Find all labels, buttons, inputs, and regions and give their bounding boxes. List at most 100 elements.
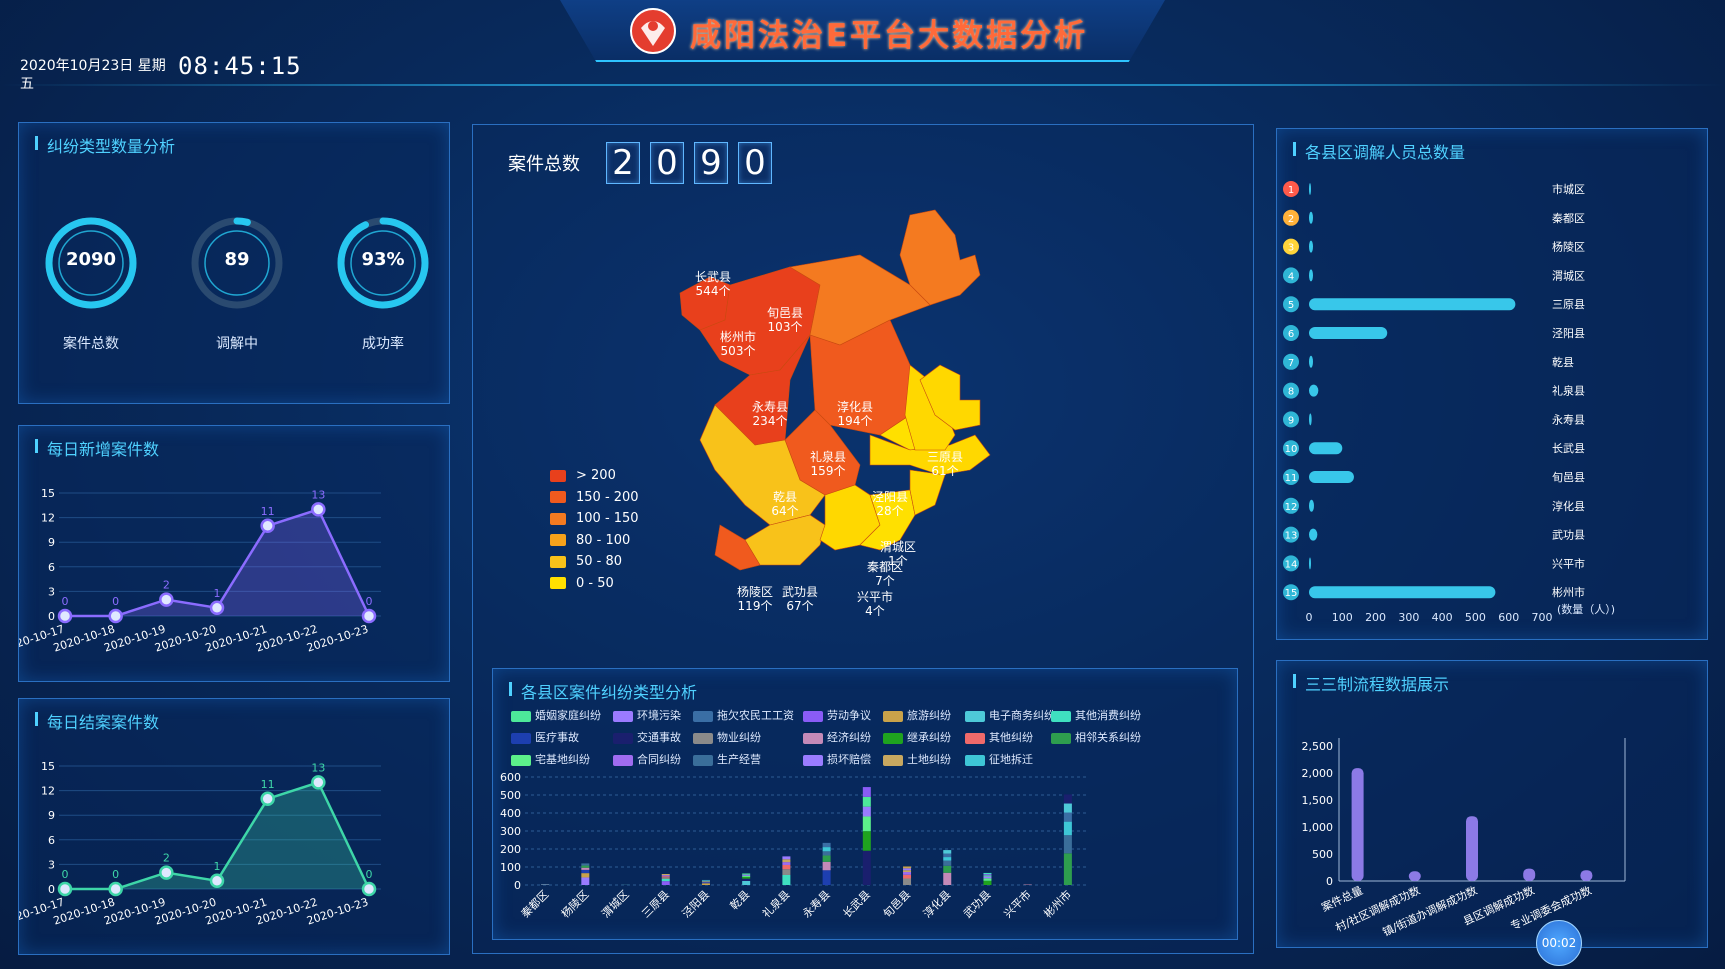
category-legend-item[interactable]: 合同纠纷 [613, 751, 681, 767]
category-legend-item[interactable]: 征地拆迁 [965, 751, 1033, 767]
y-tick-label: 400 [500, 807, 521, 820]
y-tick-label: 12 [41, 785, 55, 798]
legend-swatch [550, 534, 566, 546]
category-legend-item[interactable]: 损坏赔偿 [803, 751, 871, 767]
y-tick-label: 300 [500, 825, 521, 838]
map-legend-item[interactable]: 80 - 100 [550, 533, 630, 548]
video-timer-badge[interactable]: 00:02 [1536, 920, 1582, 966]
legend-swatch [613, 732, 633, 744]
map-region-name: 秦都区 [867, 560, 903, 574]
rank-badge [1283, 238, 1299, 255]
category-legend-item[interactable]: 其他纠纷 [965, 729, 1033, 745]
legend-label: 物业纠纷 [717, 731, 761, 744]
gauge-progress [191, 217, 283, 309]
category-legend-item[interactable]: 继承纠纷 [883, 729, 951, 745]
legend-label: 土地纠纷 [907, 753, 951, 766]
rank-number: 5 [1288, 300, 1294, 311]
map-region-count: 1个 [888, 554, 908, 568]
category-legend-item[interactable]: 经济纠纷 [803, 729, 871, 745]
y-tick-label: 2,000 [1302, 767, 1334, 780]
map-legend-item[interactable]: 100 - 150 [550, 511, 639, 526]
category-legend-item[interactable]: 劳动争议 [803, 707, 871, 723]
category-label: 渭城区 [1552, 269, 1585, 282]
x-tick-label: 杨陵区 [558, 887, 591, 920]
x-tick-label: 旬邑县 [881, 888, 914, 921]
x-tick-label: 三原县 [639, 888, 672, 921]
bar-segment [701, 879, 710, 881]
category-legend-item[interactable]: 婚姻家庭纠纷 [511, 707, 601, 723]
map-legend-item[interactable]: 50 - 80 [550, 554, 622, 569]
x-tick-label: 兴平市 [1001, 887, 1034, 920]
data-point [108, 881, 123, 897]
y-tick-label: 500 [500, 789, 521, 802]
gauge-value: 2090 [65, 249, 117, 270]
bar [1309, 269, 1313, 282]
rank-badge [1283, 411, 1299, 428]
legend-label: 150 - 200 [576, 489, 639, 505]
rank-number: 10 [1285, 444, 1298, 455]
bar-segment [862, 806, 871, 817]
data-point [159, 592, 174, 607]
x-tick-label: 镇/街道办调解成功数 [1380, 883, 1479, 939]
map-region-name: 永寿县 [752, 400, 788, 414]
map-region-count: 4个 [865, 604, 885, 618]
rank-badge [1283, 353, 1299, 370]
panel-county-cases: 各县区案件纠纷类型分析 婚姻家庭纠纷 环境污染 拖欠农民工工资 劳动争议 旅游纠纷 电子商… [492, 668, 1238, 940]
legend-label: 交通事故 [637, 731, 681, 744]
x-tick-label: 长武县 [840, 888, 873, 921]
legend-swatch [965, 710, 985, 722]
category-legend-item[interactable]: 相邻关系纠纷 [1051, 729, 1141, 745]
panel-title: 每日新增案件数 [35, 436, 159, 460]
bar-segment [581, 865, 590, 868]
bar-segment [701, 880, 710, 881]
map-legend-item[interactable]: > 200 [550, 468, 616, 483]
category-legend-item[interactable]: 拖欠农民工工资 [693, 707, 794, 723]
x-tick-label: 300 [1398, 611, 1419, 624]
category-legend-item[interactable]: 物业纠纷 [693, 729, 761, 745]
bar-segment [581, 873, 590, 878]
data-label: 1 [214, 860, 221, 873]
legend-label: 婚姻家庭纠纷 [535, 709, 601, 722]
category-label: 乾县 [1552, 356, 1574, 369]
legend-label: 旅游纠纷 [907, 709, 951, 722]
map-legend-item[interactable]: 0 - 50 [550, 576, 614, 591]
legend-swatch [803, 732, 823, 744]
gauge-inner-ring [350, 230, 416, 296]
bar-segment [983, 880, 992, 885]
bar [1309, 183, 1311, 195]
category-legend-item[interactable]: 土地纠纷 [883, 751, 951, 767]
category-legend-item[interactable]: 其他消费纠纷 [1051, 707, 1141, 723]
category-legend-item[interactable]: 环境污染 [613, 707, 681, 723]
data-point [159, 865, 174, 880]
map-region-name: 旬邑县 [767, 306, 803, 320]
bar-segment [782, 856, 791, 860]
legend-label: 劳动争议 [827, 709, 871, 722]
rank-badge [1283, 469, 1299, 485]
category-legend-item[interactable]: 旅游纠纷 [883, 707, 951, 723]
map-region-count: 194个 [838, 414, 873, 428]
category-legend-item[interactable]: 宅基地纠纷 [511, 751, 590, 767]
y-tick-label: 1,000 [1302, 821, 1334, 834]
bar [1309, 413, 1312, 426]
panel-title: 三三制流程数据展示 [1293, 671, 1449, 695]
map-legend-item[interactable]: 150 - 200 [550, 490, 639, 505]
x-tick-label: 渭城区 [599, 888, 632, 921]
category-legend-item[interactable]: 医疗事故 [511, 729, 579, 745]
bar [1309, 528, 1318, 541]
category-legend-item[interactable]: 交通事故 [613, 729, 681, 745]
bar [1309, 327, 1388, 339]
x-tick-label: 700 [1532, 611, 1553, 624]
rank-badge [1283, 440, 1299, 457]
map-region-count: 119个 [738, 599, 773, 613]
category-legend-item[interactable]: 生产经营 [693, 751, 761, 767]
category-legend-item[interactable]: 电子商务纠纷 [965, 707, 1055, 723]
legend-swatch [613, 710, 633, 722]
case-total-digit: 2 [606, 142, 640, 184]
bar-segment [742, 873, 751, 875]
category-label: 兴平市 [1552, 556, 1585, 570]
legend-label: 损坏赔偿 [827, 753, 871, 766]
map-region-name: 彬州市 [720, 329, 756, 344]
rank-number: 11 [1285, 473, 1298, 484]
bar-segment [1063, 803, 1072, 813]
